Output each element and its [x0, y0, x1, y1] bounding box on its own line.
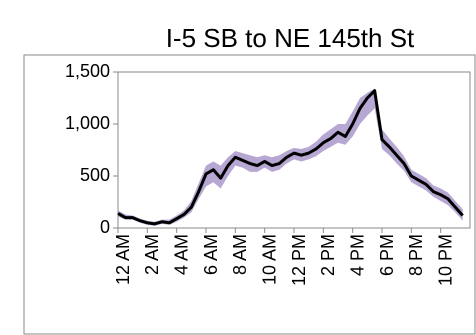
x-tick-label: 10 AM — [259, 234, 279, 285]
data-line — [117, 89, 464, 226]
y-tick-label: 1,000 — [65, 113, 110, 133]
x-tick-label: 10 PM — [435, 234, 455, 286]
y-tick-label: 1,500 — [65, 61, 110, 81]
range-band — [118, 88, 463, 226]
x-tick-label: 2 PM — [318, 234, 338, 276]
chart-title: I-5 SB to NE 145th St — [166, 23, 415, 53]
chart-border — [23, 54, 476, 335]
x-tick-label: 8 AM — [230, 234, 250, 275]
x-tick-label: 4 AM — [171, 234, 191, 275]
x-tick-label: 2 AM — [142, 234, 162, 275]
x-tick-label: 4 PM — [347, 234, 367, 276]
x-tick-label: 6 PM — [377, 234, 397, 276]
x-tick-label: 12 PM — [289, 234, 309, 286]
y-tick-label: 500 — [80, 165, 110, 185]
x-tick-label: 6 AM — [201, 234, 221, 275]
x-tick-label: 8 PM — [406, 234, 426, 276]
y-tick-label: 0 — [100, 217, 110, 237]
x-tick-label: 12 AM — [113, 234, 133, 285]
